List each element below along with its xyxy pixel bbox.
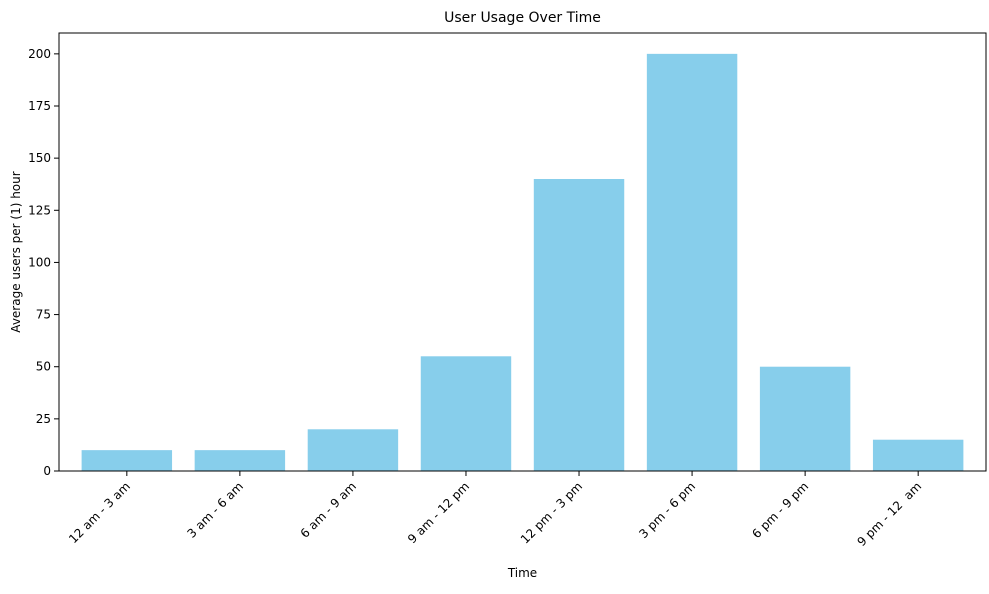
bar-6: [759, 366, 851, 471]
x-axis-title: Time: [507, 566, 537, 580]
bar-4: [533, 179, 625, 471]
y-tick-label-0: 0: [43, 464, 51, 478]
x-tick-label-1: 3 am - 6 am: [185, 479, 246, 540]
y-tick-label-8: 200: [28, 47, 51, 61]
y-axis-title: Average users per (1) hour: [9, 171, 23, 332]
y-tick-label-4: 100: [28, 255, 51, 269]
x-tick-label-6: 6 pm - 9 pm: [749, 479, 811, 541]
bar-0: [81, 450, 173, 471]
x-tick-label-5: 3 pm - 6 pm: [636, 479, 698, 541]
bar-5: [646, 53, 738, 472]
bar-3: [420, 356, 512, 471]
x-axis-ticks: 12 am - 3 am 3 am - 6 am 6 am - 9 am 9 am -…: [66, 471, 924, 549]
y-tick-label-3: 75: [36, 308, 51, 322]
y-tick-label-7: 175: [28, 99, 51, 113]
y-tick-label-2: 50: [36, 360, 51, 374]
bar-7: [872, 439, 964, 471]
x-tick-label-0: 12 am - 3 am: [66, 479, 133, 546]
x-tick-label-7: 9 pm - 12 am: [855, 479, 925, 549]
y-tick-label-5: 125: [28, 203, 51, 217]
x-tick-label-3: 9 am - 12 pm: [405, 479, 472, 546]
x-tick-label-4: 12 pm - 3 pm: [518, 479, 585, 546]
y-tick-label-1: 25: [36, 412, 51, 426]
bar-2: [307, 429, 399, 471]
x-tick-label-2: 6 am - 9 am: [298, 479, 359, 540]
bar-1: [194, 450, 286, 471]
y-axis-ticks: 0 25 50 75 100 125 150 175 200: [28, 47, 59, 478]
plot-frame: [58, 32, 987, 472]
y-tick-label-6: 150: [28, 151, 51, 165]
chart-title: User Usage Over Time: [444, 10, 601, 26]
bars-group: [81, 53, 964, 472]
